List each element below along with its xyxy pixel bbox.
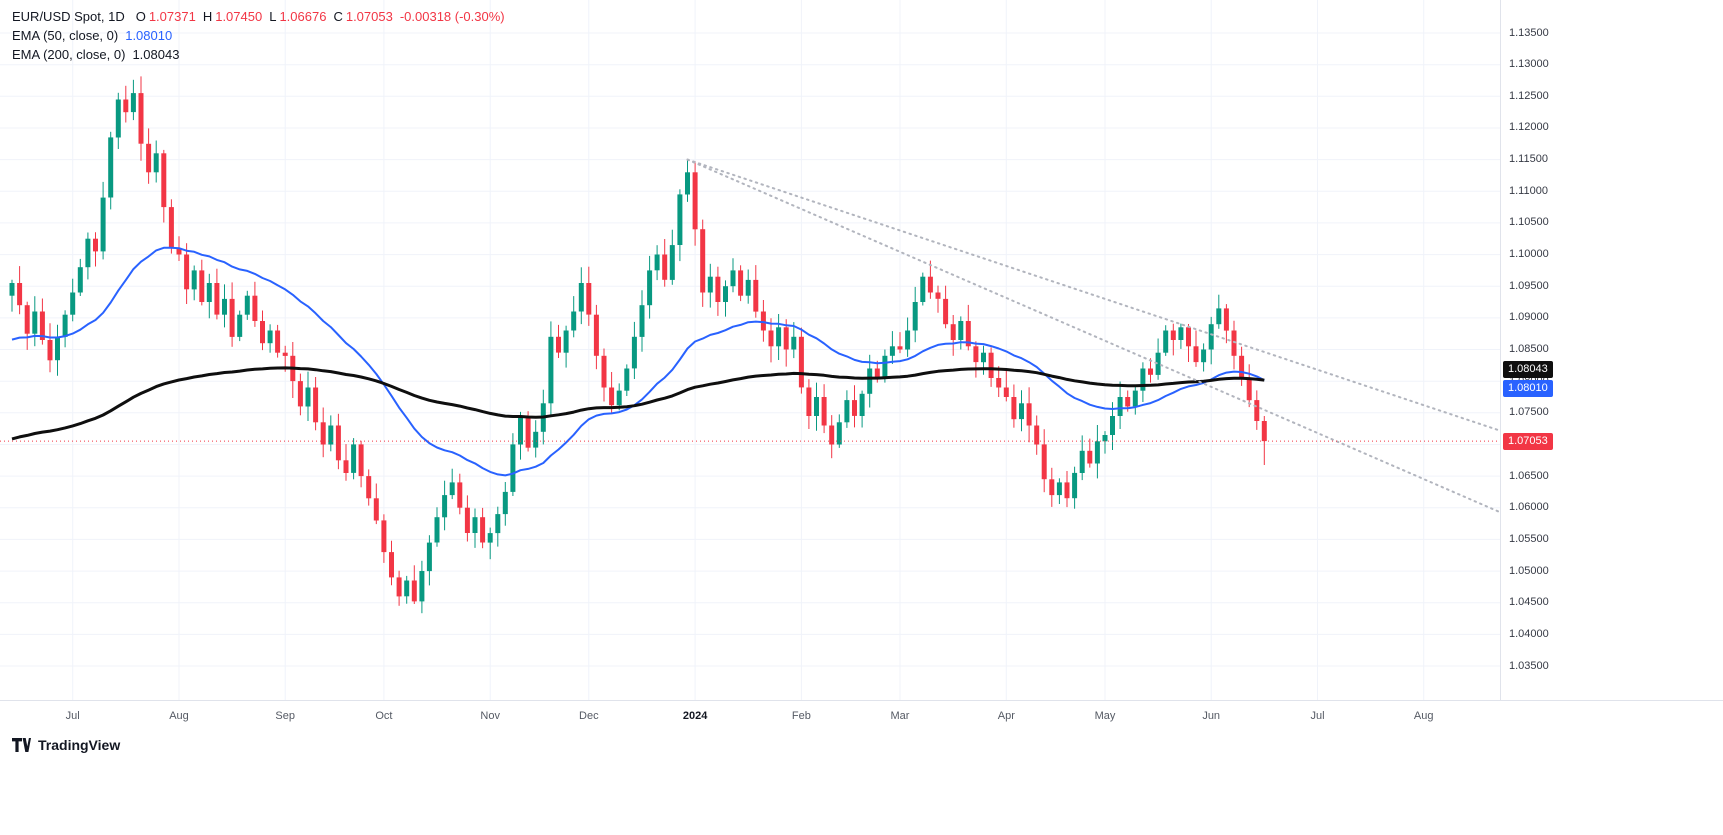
price-axis-label: 1.08500 xyxy=(1509,343,1549,355)
time-axis-label: 2024 xyxy=(682,710,708,722)
ema200-value: 1.08043 xyxy=(132,47,180,62)
open-value: 1.07371 xyxy=(148,9,196,24)
price-axis-label: 1.10500 xyxy=(1509,216,1549,229)
indicator-row-ema200[interactable]: EMA (200, close, 0) 1.08043 xyxy=(12,45,505,64)
price-badge: 1.08010 xyxy=(1503,380,1553,397)
high-label: H xyxy=(202,9,213,24)
price-axis-label: 1.09500 xyxy=(1509,279,1549,292)
price-axis-label: 1.11500 xyxy=(1509,153,1548,166)
price-axis-label: 1.05500 xyxy=(1509,532,1549,545)
price-axis-label: 1.12500 xyxy=(1509,89,1549,102)
time-axis-label: Jul xyxy=(1310,710,1325,722)
price-axis-label: 1.04000 xyxy=(1509,627,1549,640)
ema50-label: EMA (50, close, 0) xyxy=(12,28,119,43)
time-axis-label: Dec xyxy=(579,710,599,722)
time-axis-label: Jun xyxy=(1202,710,1221,722)
time-axis-label: Aug xyxy=(169,710,189,722)
time-scale[interactable]: Jul Aug Sep Oct Nov Dec 2024 Feb Mar Apr May Jun Jul… xyxy=(0,700,1723,735)
close-value: 1.07053 xyxy=(345,9,393,24)
ema50-value: 1.08010 xyxy=(125,28,173,43)
price-axis-label: 1.13000 xyxy=(1509,58,1549,71)
low-value: 1.06676 xyxy=(279,9,327,24)
price-axis-label: 1.05000 xyxy=(1509,564,1549,577)
time-axis-label: Jul xyxy=(65,710,80,722)
time-axis-label: Feb xyxy=(791,710,811,722)
price-axis-label: 1.03500 xyxy=(1509,659,1549,672)
price-axis-label: 1.06500 xyxy=(1509,469,1549,482)
time-axis-label: Sep xyxy=(275,710,295,722)
price-chart[interactable] xyxy=(0,0,1500,700)
time-axis-label: Mar xyxy=(890,710,910,722)
change-value: -0.00318 (-0.30%) xyxy=(399,9,505,24)
time-axis-label: Aug xyxy=(1413,710,1434,722)
price-axis-label: 1.09000 xyxy=(1509,311,1549,324)
time-axis-label: Nov xyxy=(480,710,500,722)
time-axis-label: May xyxy=(1094,710,1116,722)
ema200-label: EMA (200, close, 0) xyxy=(12,47,126,62)
open-label: O xyxy=(135,9,146,24)
tradingview-logo-icon xyxy=(12,738,31,752)
indicator-row-ema50[interactable]: EMA (50, close, 0) 1.08010 xyxy=(12,26,505,45)
low-label: L xyxy=(269,9,277,24)
price-pane xyxy=(0,0,1500,700)
price-axis-label: 1.12000 xyxy=(1509,121,1549,134)
close-label: C xyxy=(333,9,343,24)
price-axis-label: 1.11000 xyxy=(1509,184,1548,197)
price-badge: 1.07053 xyxy=(1503,432,1553,450)
tradingview-attribution-label: TradingView xyxy=(38,737,121,753)
price-badge: 1.08043 xyxy=(1503,360,1553,378)
price-axis-label: 1.10000 xyxy=(1509,248,1549,260)
symbol-title[interactable]: EUR/USD Spot, 1D xyxy=(12,9,125,24)
ohlc-values: O 1.07371 H 1.07450 L 1.06676 C 1.07053 … xyxy=(132,9,505,24)
price-axis-label: 1.13500 xyxy=(1509,26,1549,39)
symbol-legend-row[interactable]: EUR/USD Spot, 1D O 1.07371 H 1.07450 L 1… xyxy=(12,7,505,26)
tradingview-attribution[interactable]: TradingView xyxy=(12,737,120,753)
price-axis-label: 1.04500 xyxy=(1509,596,1549,609)
legend: EUR/USD Spot, 1D O 1.07371 H 1.07450 L 1… xyxy=(12,7,505,64)
time-axis-label: Oct xyxy=(375,710,393,722)
time-axis-label: Apr xyxy=(997,710,1015,722)
price-axis-label: 1.06000 xyxy=(1509,501,1549,514)
price-scale[interactable]: 1.13500 1.13000 1.12500 1.12000 1.11500 1.110… xyxy=(1500,0,1723,700)
high-value: 1.07450 xyxy=(215,9,263,24)
price-axis-label: 1.07500 xyxy=(1509,406,1549,419)
